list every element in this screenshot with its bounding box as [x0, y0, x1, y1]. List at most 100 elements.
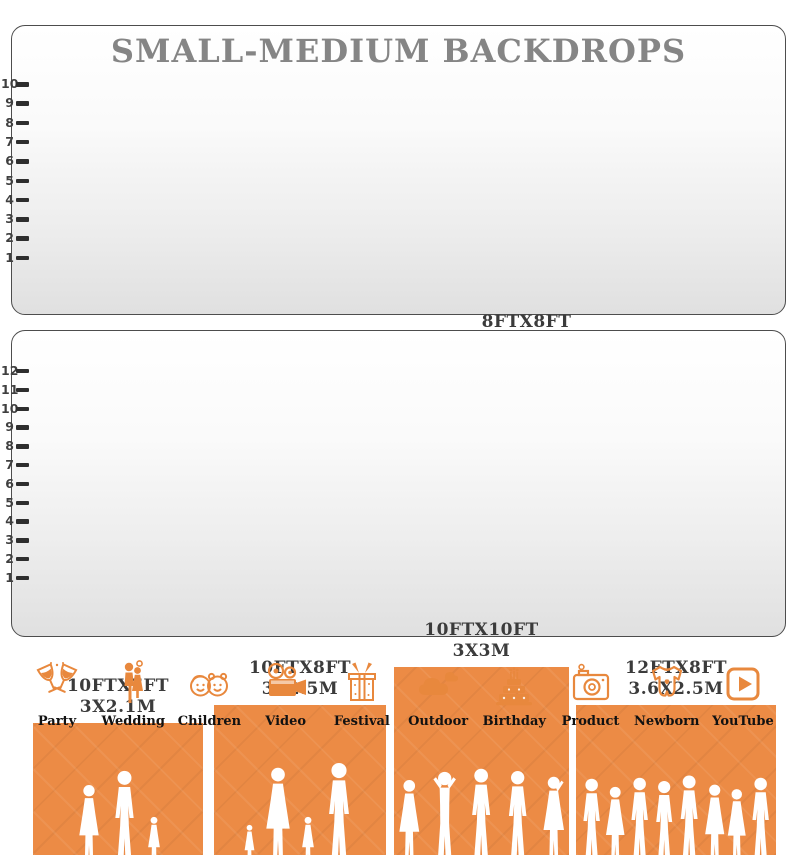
girl-figure — [147, 816, 160, 865]
woman-figure — [266, 767, 290, 863]
ruler-dash — [16, 519, 29, 524]
ruler-number: 3 — [5, 211, 14, 227]
figure-group — [576, 772, 776, 866]
category-wedding: Wedding — [100, 658, 166, 729]
youtube-icon — [718, 658, 768, 710]
size-ft: 8FTX8FT — [481, 311, 572, 332]
birthday-icon — [489, 658, 539, 710]
ruler-dash — [16, 139, 29, 145]
ruler-dash — [16, 462, 29, 468]
category-label: Outdoor — [408, 714, 469, 729]
ruler-dash — [16, 444, 29, 449]
ruler-tick-1: 1 — [1, 251, 29, 265]
ruler-tick-4: 4 — [1, 515, 29, 529]
ruler-number: 6 — [5, 475, 14, 491]
festival-icon — [337, 658, 387, 710]
ruler-dash — [16, 178, 29, 184]
ruler-number: 1 — [5, 569, 14, 585]
ruler-number: 12 — [1, 362, 19, 378]
man-figure — [472, 768, 491, 860]
ruler-dash — [16, 120, 29, 126]
size-m: 3.6X2.5M — [628, 678, 724, 699]
size-m: 3X3M — [452, 640, 511, 661]
man-figure — [752, 777, 769, 861]
ruler-dash — [16, 82, 29, 87]
ruler-number: 5 — [5, 494, 14, 510]
panel-small-medium-backdrops: SMALL-MEDIUM BACKDROPS 123456789105FTX3F… — [1, 25, 786, 506]
ruler-number: 6 — [5, 153, 14, 169]
figure-group — [394, 764, 569, 866]
ruler-number: 10 — [1, 400, 19, 416]
man-armsup-figure — [432, 771, 456, 860]
product-icon — [566, 658, 616, 710]
ruler-dash — [16, 368, 29, 374]
category-youtube: YouTube — [710, 658, 776, 729]
ruler-number: 4 — [5, 191, 14, 207]
figure-group — [33, 770, 203, 866]
ruler-dash — [16, 217, 29, 222]
figure-group — [214, 762, 386, 866]
size-ft: 10FTX10FT — [424, 619, 539, 640]
ruler-dash — [16, 538, 29, 543]
category-newborn: Newborn — [634, 658, 700, 729]
category-label: Newborn — [634, 714, 700, 729]
ruler-number: 10 — [1, 76, 19, 92]
ruler-dash — [16, 197, 29, 203]
ruler-tick-3: 3 — [1, 212, 29, 226]
ruler-dash — [16, 236, 29, 241]
stage-bottom: 12345678910111210FTX7FT3X2.1M10FTX8FT3X2… — [1, 331, 785, 865]
category-label: Festival — [333, 714, 390, 729]
ruler-number: 7 — [5, 456, 14, 472]
woman-figure — [399, 780, 420, 861]
ruler-tick-5: 5 — [1, 496, 29, 510]
ruler-tick-3: 3 — [1, 533, 29, 547]
category-birthday: Birthday — [481, 658, 547, 729]
category-outdoor: Outdoor — [405, 658, 471, 729]
ruler-tick-8: 8 — [1, 439, 29, 453]
woman-armup-figure — [543, 776, 564, 860]
ruler-tick-2: 2 — [1, 232, 29, 246]
video-icon — [261, 658, 311, 710]
ruler-number: 1 — [5, 249, 14, 265]
man-figure — [114, 770, 134, 864]
category-label: Product — [561, 714, 620, 729]
category-label: Birthday — [482, 714, 546, 729]
category-row: Party Wedding Children Video Festival Outdoor… — [0, 658, 800, 768]
ruler-dash — [16, 387, 29, 393]
woman-figure — [78, 785, 99, 864]
ruler-number: 5 — [5, 172, 14, 188]
ruler-number: 11 — [1, 381, 19, 397]
ruler-number: 7 — [5, 133, 14, 149]
ruler-tick-5: 5 — [1, 174, 29, 188]
ruler-tick-12: 12 — [1, 364, 29, 378]
ruler-number: 2 — [5, 550, 14, 566]
ruler-number: 2 — [5, 230, 14, 246]
ruler-tick-7: 7 — [1, 135, 29, 149]
ruler-tick-6: 6 — [1, 477, 29, 491]
ruler-dash — [16, 406, 29, 412]
panel-large-backdrops: 12345678910111210FTX7FT3X2.1M10FTX8FT3X2… — [1, 330, 786, 865]
category-product: Product — [558, 658, 624, 729]
size-ft: 10FTX7FT — [66, 675, 170, 696]
ruler-number: 9 — [5, 419, 14, 435]
ruler-tick-7: 7 — [1, 458, 29, 472]
category-festival: Festival — [329, 658, 395, 729]
category-children: Children — [176, 658, 242, 729]
stage-top: 123456789105FTX3FT1.5X1M6FTX4FT1.8X1.2M6… — [1, 26, 785, 506]
man-figure — [329, 762, 349, 864]
ruler-dash — [16, 500, 29, 506]
ruler-dash — [16, 425, 29, 430]
page-title: SMALL-MEDIUM BACKDROPS — [110, 32, 687, 70]
ruler-tick-10: 10 — [1, 402, 29, 416]
category-label: Children — [177, 714, 242, 729]
ruler-number: 3 — [5, 532, 14, 548]
outdoor-icon — [413, 658, 463, 710]
ruler-tick-2: 2 — [1, 552, 29, 566]
newborn-icon — [642, 658, 692, 710]
man-figure — [509, 770, 527, 860]
category-party: Party — [24, 658, 90, 729]
category-video: Video — [253, 658, 319, 729]
ruler-tick-4: 4 — [1, 193, 29, 207]
ruler-dash — [16, 159, 29, 164]
ruler-tick-9: 9 — [1, 97, 29, 111]
